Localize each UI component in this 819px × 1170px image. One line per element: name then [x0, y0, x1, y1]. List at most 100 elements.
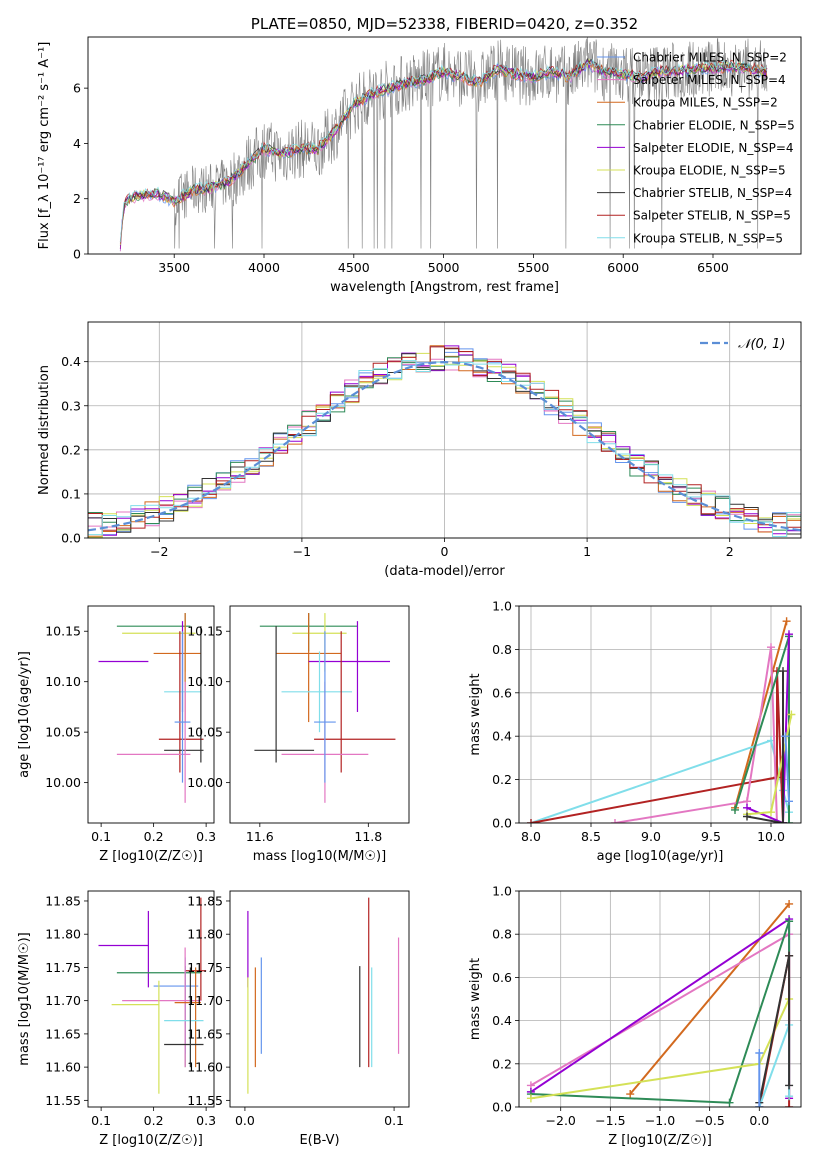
x-tick-label: 11.6 [246, 829, 274, 844]
y-axis-label: mass [log10(M/M☉)] [17, 932, 32, 1065]
y-axis-label: Flux [f_λ 10⁻¹⁷ erg cm⁻² s⁻¹ A⁻¹] [37, 42, 52, 250]
mass-weight-line [614, 647, 778, 823]
plot-area [527, 617, 796, 823]
mass-weight-marker [725, 1098, 734, 1107]
x-tick-label: 4500 [338, 260, 370, 275]
y-tick-label: 0.0 [61, 531, 81, 546]
axes-frame [87, 605, 215, 824]
y-tick-label: 0.2 [492, 772, 512, 787]
model-fit-line [119, 59, 768, 250]
y-axis-label: Normed distribution [37, 365, 52, 495]
x-tick-label: 10.0 [757, 829, 785, 844]
y-tick-label: 0.4 [492, 729, 512, 744]
x-tick-label: 0.2 [144, 1113, 164, 1128]
y-tick-label: 11.85 [45, 893, 81, 908]
mass-weight-marker [785, 1081, 794, 1090]
y-tick-label: 11.60 [45, 1060, 81, 1075]
y-axis-label: mass weight [468, 673, 483, 755]
x-tick-label: 0.1 [384, 1113, 404, 1128]
x-tick-label: 8.0 [521, 829, 541, 844]
y-tick-label: 11.60 [187, 1060, 223, 1075]
mass-weight-marker [743, 812, 751, 821]
y-tick-label: 10.15 [187, 624, 223, 639]
mass-weight-marker [785, 917, 794, 926]
x-tick-label: 0.0 [749, 1113, 769, 1128]
x-axis-label: Z [log10(Z/Z☉)] [99, 1133, 203, 1148]
y-tick-label: 10.05 [187, 725, 223, 740]
mass-weight-marker [785, 630, 793, 639]
y-tick-label: 10.15 [45, 624, 81, 639]
mass-weight-marker [527, 819, 535, 823]
legend-label: Salpeter STELIB, N_SSP=5 [633, 209, 791, 223]
axes-frame [518, 890, 802, 1108]
plot-area [98, 897, 207, 1094]
axes-frame [229, 605, 410, 824]
mass-weight-marker [785, 797, 793, 806]
legend: 𝒩(0, 1) [700, 337, 785, 352]
y-tick-label: 0.2 [61, 442, 81, 457]
x-tick-label: 2 [726, 544, 734, 559]
y-tick-label: 11.80 [45, 927, 81, 942]
y-tick-label: 1.0 [492, 599, 512, 614]
y-tick-label: 11.65 [45, 1026, 81, 1041]
x-tick-label: 6500 [697, 260, 729, 275]
legend-label: 𝒩(0, 1) [738, 337, 785, 352]
y-tick-label: 0.6 [492, 970, 512, 985]
mass-weight-line [530, 671, 784, 823]
mass-weight-line [758, 955, 791, 1103]
x-axis-label: Z [log10(Z/Z☉)] [608, 1133, 712, 1148]
model-fit-line [119, 59, 768, 244]
legend-label: Salpeter MILES, N_SSP=4 [633, 73, 786, 87]
x-tick-label: 11.8 [354, 829, 382, 844]
y-tick-label: 11.75 [45, 960, 81, 975]
y-tick-label: 11.80 [187, 927, 223, 942]
x-axis-label: mass [log10(M/M☉)] [253, 849, 386, 864]
y-tick-label: 0.1 [61, 486, 81, 501]
y-tick-label: 0.8 [492, 642, 512, 657]
y-tick-label: 11.85 [187, 893, 223, 908]
y-tick-label: 10.00 [187, 775, 223, 790]
y-tick-label: 0.4 [61, 354, 81, 369]
mass-weight-marker [779, 819, 787, 823]
x-tick-label: −2 [150, 544, 168, 559]
axes-panel-3: 11.6 11.8 10.00 10.05 10.10 10.15 mass [log10(… [187, 605, 410, 864]
x-tick-label: 6000 [607, 260, 639, 275]
normal-distribution-curve [88, 360, 801, 532]
mass-weight-line [530, 920, 791, 1104]
residual-histogram-step [88, 360, 801, 537]
model-fit-line [119, 60, 768, 252]
y-tick-label: 0.6 [492, 685, 512, 700]
axes-panel-2: 0.1 0.2 0.3 10.00 10.05 10.10 10.15 Z [log10(Z/… [17, 605, 216, 864]
plot-area [88, 345, 801, 538]
mass-weight-marker [767, 643, 775, 652]
y-axis-label: mass weight [468, 958, 483, 1040]
y-tick-label: 10.10 [187, 674, 223, 689]
x-tick-label: −1.5 [595, 1113, 625, 1128]
y-tick-label: 0.4 [492, 1013, 512, 1028]
mass-weight-marker [782, 617, 791, 626]
mass-weight-line [530, 933, 790, 1087]
y-tick-label: 0.8 [492, 927, 512, 942]
mass-weight-marker [526, 1094, 535, 1103]
mass-weight-marker [785, 951, 794, 960]
axes-panel-4: 8.0 8.5 9.0 9.5 10.0 0.0 0.2 0.4 0.6 0.8 1.0 age [l… [468, 599, 802, 864]
plot-area [119, 37, 768, 252]
axes-panel-7: −2.0 −1.5 −1.0 −0.5 0.0 0.0 0.2 0.4 0.6 0.8 1.0 Z [… [468, 884, 802, 1148]
axes-panel-1: −2 −1 0 1 2 0.0 0.1 0.2 0.3 0.4 (data-model)/error… [37, 321, 802, 579]
axes-frame [87, 36, 802, 255]
legend: Chabrier MILES, N_SSP=2 Salpeter MILES, N… [597, 51, 795, 245]
x-tick-label: 8.5 [581, 829, 601, 844]
y-tick-label: 4 [73, 136, 81, 151]
y-axis-label: age [log10(age/yr)] [17, 651, 32, 778]
x-axis-label: E(B-V) [299, 1133, 339, 1148]
mass-weight-marker [785, 899, 794, 908]
chart-title: PLATE=0850, MJD=52338, FIBERID=0420, z=0… [251, 15, 638, 33]
x-tick-label: 0.0 [235, 1113, 255, 1128]
legend-label: Chabrier MILES, N_SSP=2 [633, 51, 787, 65]
y-tick-label: 10.00 [45, 775, 81, 790]
x-tick-label: 0.3 [196, 829, 216, 844]
y-tick-label: 0.3 [61, 398, 81, 413]
y-tick-label: 10.10 [45, 674, 81, 689]
plot-area [247, 897, 400, 1094]
x-axis-label: (data-model)/error [384, 564, 505, 579]
